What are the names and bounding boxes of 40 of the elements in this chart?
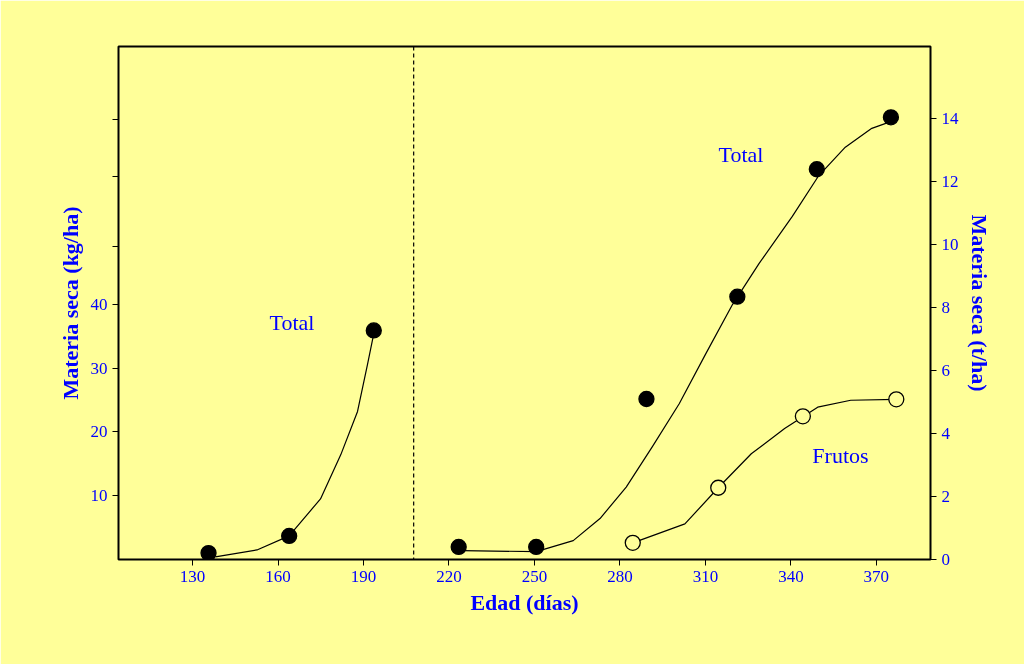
point: [794, 408, 812, 425]
point: [200, 544, 217, 560]
y2-axis-title: Materia seca (t/ha): [966, 214, 992, 392]
y2-tick-label: 8: [941, 298, 950, 318]
x-tick-label: 190: [350, 566, 377, 586]
x-tick-label: 310: [692, 566, 719, 586]
y2-tick-label: 2: [941, 487, 950, 507]
point: [528, 538, 545, 556]
annotation: Total: [269, 310, 315, 336]
point: [624, 534, 641, 551]
y-axis-title: Materia seca (kg/ha): [57, 206, 83, 400]
point: [638, 390, 655, 408]
point: [281, 527, 298, 545]
y-tick-label: 30: [90, 358, 108, 378]
y2-tick-label: 4: [941, 424, 951, 444]
y-tick-label: 40: [90, 294, 108, 314]
point: [888, 391, 905, 408]
annotation: Total: [718, 142, 764, 168]
x-axis-title: Edad (días): [470, 589, 579, 615]
x-tick-label: 250: [521, 566, 548, 586]
y2-tick-label: 10: [941, 235, 959, 255]
y-tick-label: 20: [90, 422, 108, 442]
x-tick-label: 370: [863, 566, 890, 586]
x-tick-label: 220: [436, 566, 462, 586]
point: [365, 322, 382, 339]
point: [882, 109, 900, 126]
y2-tick-label: 14: [941, 109, 959, 129]
y2-tick-label: 0: [941, 550, 950, 569]
annotation: Frutos: [812, 443, 869, 468]
y2-tick-label: 6: [941, 361, 950, 381]
point: [450, 538, 467, 556]
x-tick-label: 160: [265, 566, 291, 586]
x-tick-label: 280: [607, 566, 633, 586]
y2-tick-label: 12: [941, 172, 959, 192]
point: [710, 479, 727, 496]
point: [729, 288, 746, 305]
y-tick-label: 10: [90, 486, 108, 506]
x-tick-label: 130: [179, 566, 206, 586]
point: [808, 161, 825, 178]
x-tick-label: 340: [778, 566, 804, 586]
